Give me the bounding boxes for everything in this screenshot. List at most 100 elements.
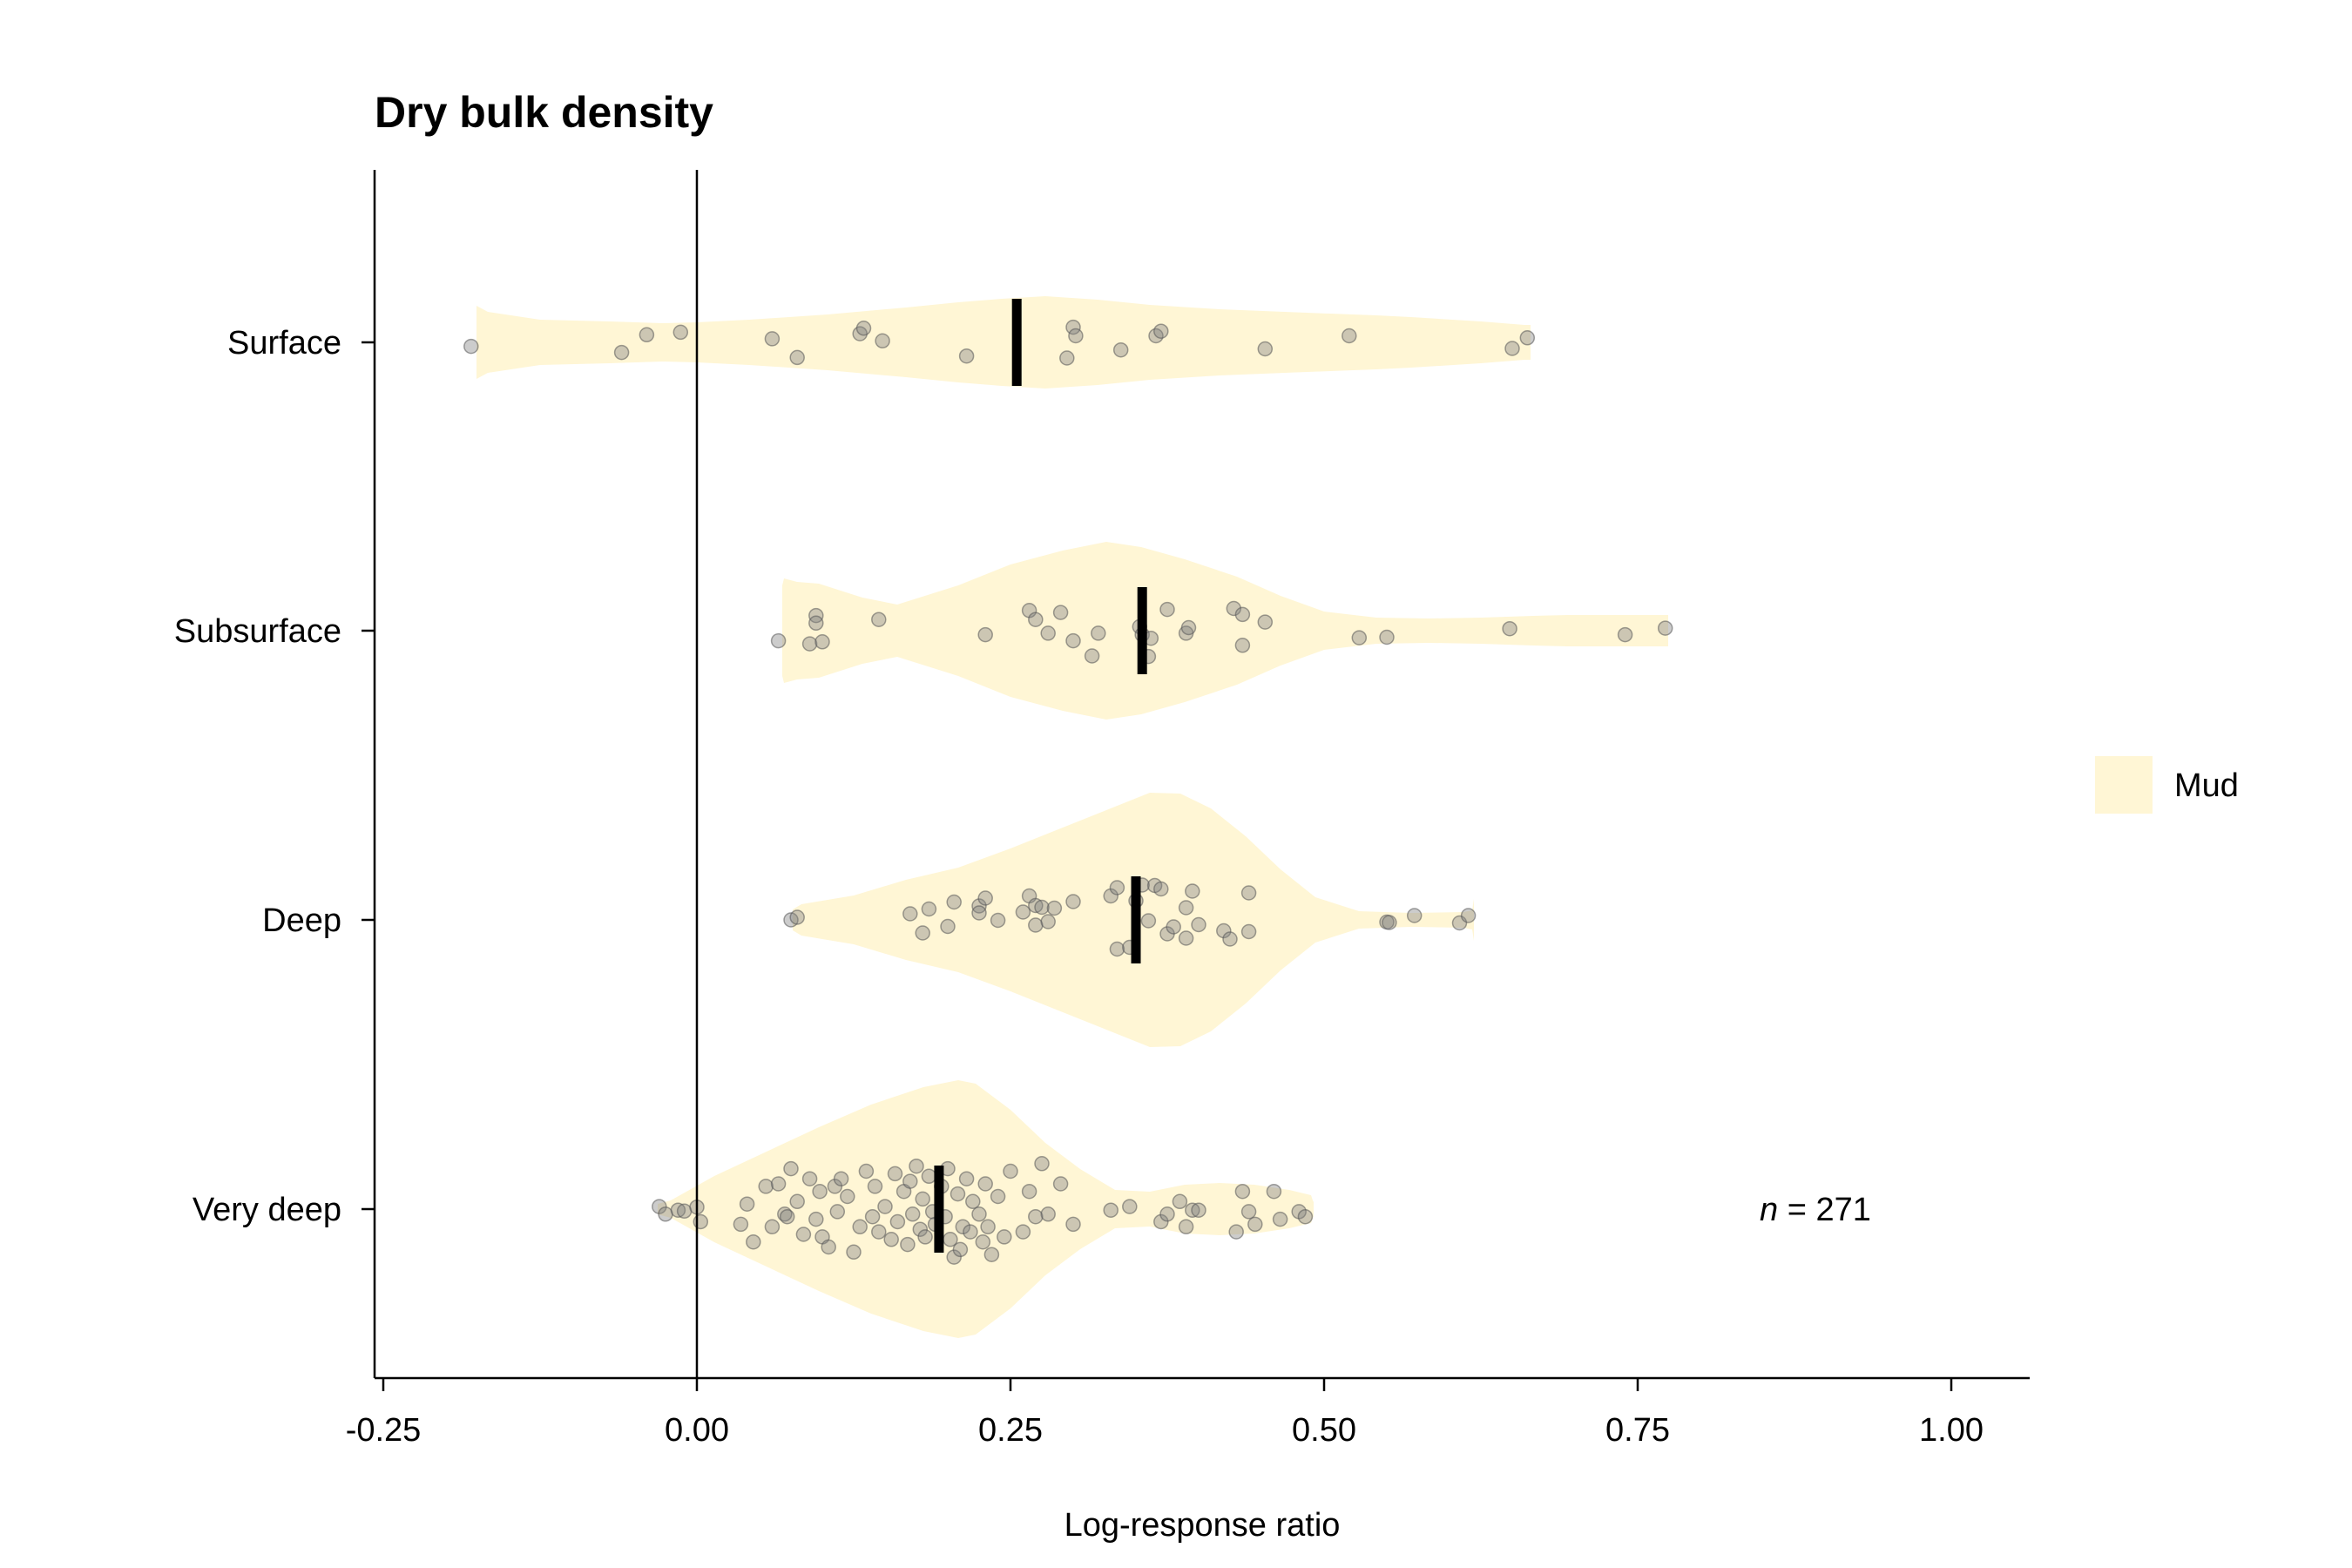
data-point	[1257, 614, 1274, 630]
data-point	[1122, 1199, 1138, 1214]
data-point	[1178, 1219, 1194, 1235]
data-point	[946, 894, 962, 910]
data-point	[1234, 606, 1251, 623]
data-point	[1226, 600, 1242, 617]
data-point	[855, 321, 872, 336]
data-point	[1234, 638, 1251, 653]
y-category-label: Deep	[262, 902, 341, 939]
x-tick-label: 0.75	[1605, 1412, 1670, 1449]
data-point	[801, 636, 818, 652]
y-category-label: Very deep	[193, 1192, 341, 1228]
data-point	[1052, 605, 1069, 620]
data-point	[658, 1206, 673, 1222]
data-point	[917, 1229, 933, 1245]
data-point	[676, 1203, 693, 1220]
data-point	[887, 1166, 903, 1182]
data-point	[1240, 1204, 1257, 1220]
data-point	[1166, 919, 1181, 935]
data-point	[1502, 620, 1517, 637]
data-point	[980, 1219, 996, 1235]
violin-surface	[476, 296, 1531, 389]
violins-layer	[476, 296, 1668, 1338]
data-point	[779, 1208, 795, 1225]
data-point	[770, 632, 787, 649]
data-point	[1112, 341, 1129, 358]
data-point	[1191, 916, 1206, 933]
data-point	[1240, 923, 1257, 940]
data-point	[1504, 341, 1520, 356]
data-point	[952, 1241, 969, 1258]
data-point	[955, 1219, 971, 1235]
data-point	[1040, 914, 1056, 929]
data-point	[1065, 319, 1081, 335]
y-category-label: Surface	[227, 325, 341, 362]
data-point	[808, 615, 824, 632]
data-point	[858, 1163, 875, 1179]
data-point	[1059, 350, 1075, 366]
data-point	[733, 1216, 749, 1233]
data-point	[1191, 1202, 1206, 1218]
legend-swatch	[2095, 756, 2153, 814]
data-point	[1021, 1183, 1037, 1200]
data-point	[871, 1224, 887, 1240]
data-point	[921, 1168, 937, 1185]
data-point	[1178, 930, 1194, 946]
data-point	[764, 1219, 781, 1235]
data-point	[613, 344, 630, 361]
data-point	[1406, 908, 1423, 923]
data-point	[639, 327, 655, 343]
data-point	[1180, 619, 1197, 636]
data-point	[840, 1188, 855, 1205]
x-axis-ticks: -0.25 0.00 0.25 0.50 0.75 1.00	[346, 1378, 1984, 1449]
data-point	[1379, 629, 1395, 645]
data-point	[909, 1158, 924, 1174]
data-point	[983, 1247, 1000, 1262]
data-point	[904, 1206, 921, 1222]
n-annotation-symbol: n	[1760, 1192, 1778, 1228]
chart-title: Dry bulk density	[375, 88, 713, 137]
data-point	[900, 1236, 916, 1253]
data-point	[1257, 341, 1274, 357]
data-point	[1228, 1224, 1244, 1240]
data-point	[846, 1244, 862, 1260]
data-point	[1172, 1193, 1188, 1210]
data-point	[1028, 917, 1044, 933]
data-point	[812, 1183, 828, 1200]
data-point	[1084, 648, 1100, 664]
data-point	[1003, 1163, 1018, 1179]
data-point	[883, 1232, 899, 1247]
data-point	[1065, 1216, 1081, 1233]
y-category-label: Subsurface	[174, 613, 341, 650]
data-point	[965, 1193, 981, 1210]
data-point	[777, 1206, 793, 1222]
data-point	[758, 1179, 774, 1194]
data-point	[1178, 900, 1194, 916]
x-tick-label: 0.00	[665, 1412, 729, 1449]
data-point	[1247, 1216, 1263, 1233]
data-point	[1140, 913, 1157, 929]
data-point	[915, 925, 930, 941]
data-point	[990, 912, 1006, 929]
data-point	[997, 1229, 1012, 1245]
data-point	[1272, 1211, 1288, 1227]
data-point	[958, 348, 975, 364]
y-axis-categories: Surface Subsurface Deep Very deep	[174, 325, 375, 1228]
data-point	[801, 1171, 818, 1186]
violin-subsurface	[782, 542, 1668, 720]
data-point	[1159, 601, 1175, 618]
n-annotation: n = 271	[1760, 1192, 1871, 1228]
data-point	[864, 1208, 881, 1225]
data-point	[770, 1176, 787, 1192]
data-point	[852, 1219, 868, 1235]
data-point	[1297, 1208, 1314, 1225]
data-point	[902, 906, 918, 922]
legend: Mud	[2095, 756, 2239, 814]
data-point	[829, 1204, 846, 1220]
data-point	[1657, 620, 1673, 636]
data-point	[1234, 1183, 1251, 1200]
data-point	[889, 1213, 906, 1230]
data-point	[871, 612, 887, 627]
data-point	[1153, 323, 1169, 339]
data-point	[1015, 1224, 1031, 1240]
data-point	[764, 331, 781, 347]
